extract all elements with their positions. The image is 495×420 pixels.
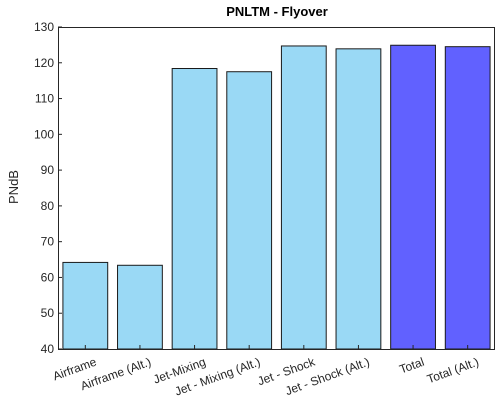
x-tick-label: Total (Alt.) bbox=[425, 355, 481, 387]
bar-6 bbox=[390, 44, 436, 350]
y-tick-label: 90 bbox=[41, 163, 55, 177]
y-tick-label: 40 bbox=[41, 342, 55, 356]
y-tick-label: 80 bbox=[41, 199, 55, 213]
bar-2 bbox=[171, 68, 218, 350]
bar-7 bbox=[444, 46, 491, 350]
bar-5 bbox=[335, 48, 382, 350]
y-tick-label: 60 bbox=[41, 270, 55, 284]
bar-3 bbox=[226, 71, 273, 350]
x-tick-label: Total bbox=[397, 355, 426, 377]
y-tick-label: 70 bbox=[41, 235, 55, 249]
y-axis-label: PNdB bbox=[6, 170, 21, 204]
y-tick-label: 130 bbox=[34, 20, 54, 34]
bar-0 bbox=[62, 261, 109, 350]
chart-title: PNLTM - Flyover bbox=[226, 4, 328, 19]
y-tick-label: 50 bbox=[41, 306, 55, 320]
bar-series bbox=[62, 44, 491, 350]
y-tick-label: 100 bbox=[34, 127, 54, 141]
y-tick-label: 120 bbox=[34, 56, 54, 70]
y-tick-label: 110 bbox=[35, 92, 54, 106]
bar-1 bbox=[117, 264, 163, 350]
bar-4 bbox=[280, 45, 327, 350]
y-axis-ticks: 40 50 60 70 80 90 100 110 120 130 bbox=[34, 20, 62, 356]
